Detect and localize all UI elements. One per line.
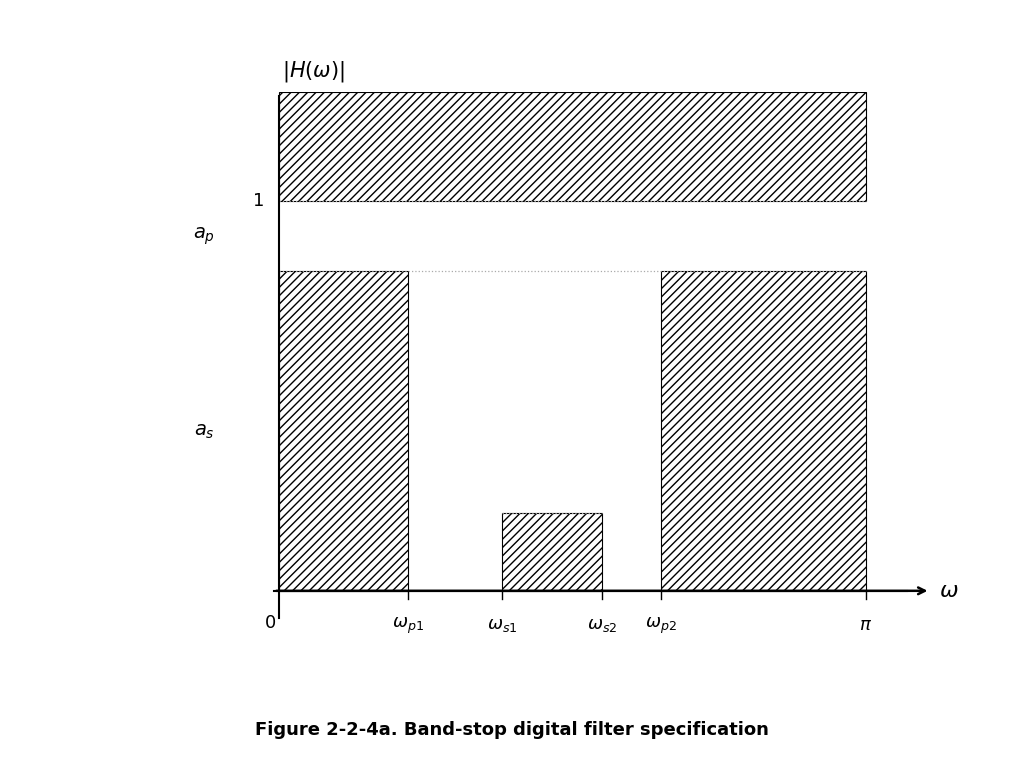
Text: $\omega_{s2}$: $\omega_{s2}$: [587, 616, 617, 634]
Text: $\pi$: $\pi$: [859, 616, 872, 634]
Text: $|H(\omega)|$: $|H(\omega)|$: [283, 59, 345, 84]
Text: $\omega$: $\omega$: [939, 581, 958, 601]
Text: $\omega_{s1}$: $\omega_{s1}$: [487, 616, 517, 634]
Bar: [503, 513, 602, 591]
Text: $a_s$: $a_s$: [195, 422, 215, 441]
Bar: [660, 271, 866, 591]
Text: Figure 2-2-4a. Band-stop digital filter specification: Figure 2-2-4a. Band-stop digital filter …: [255, 720, 769, 739]
Text: $\omega_{p2}$: $\omega_{p2}$: [645, 616, 677, 637]
Text: 0: 0: [265, 614, 276, 632]
Text: 1: 1: [253, 192, 265, 210]
Text: $\omega_{p1}$: $\omega_{p1}$: [392, 616, 424, 637]
Bar: [280, 92, 866, 201]
Text: $a_p$: $a_p$: [193, 226, 215, 247]
Bar: [280, 271, 409, 591]
